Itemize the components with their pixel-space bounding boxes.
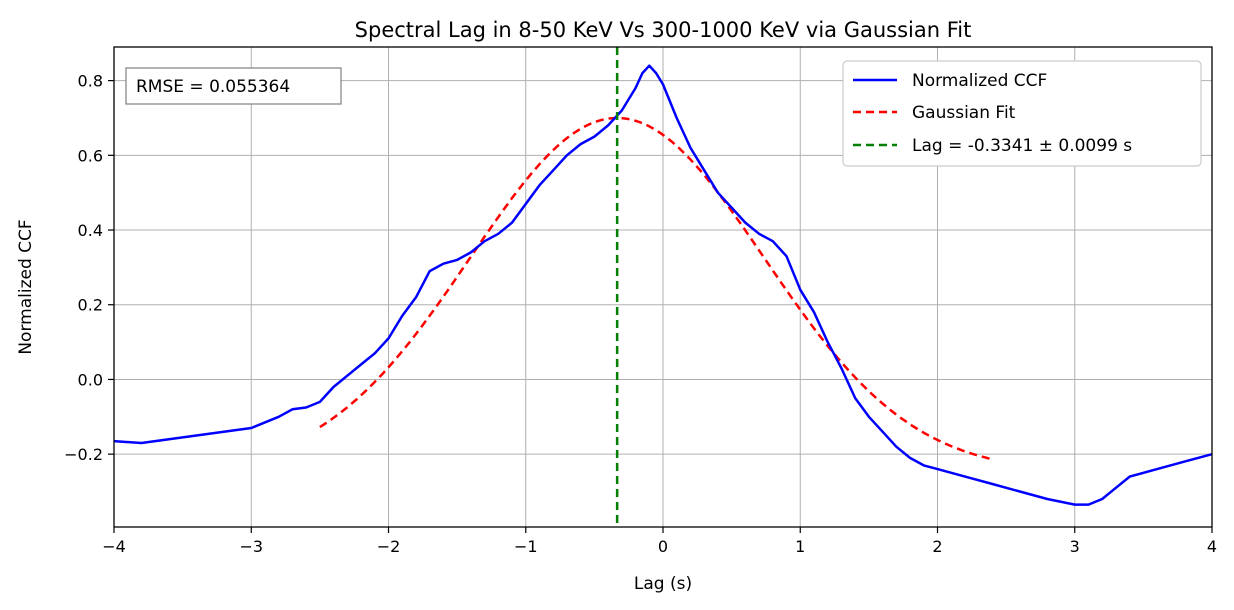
x-tick-label: −2 xyxy=(377,537,401,556)
y-tick-label: 0.6 xyxy=(78,146,103,165)
x-tick-label: −4 xyxy=(102,537,126,556)
legend-label-lag: Lag = -0.3341 ± 0.0099 s xyxy=(912,136,1132,156)
y-tick-label: 0.2 xyxy=(78,296,103,315)
x-tick-label: −3 xyxy=(239,537,263,556)
x-tick-label: 1 xyxy=(795,537,805,556)
rmse-annotation: RMSE = 0.055364 xyxy=(125,67,342,105)
rmse-text: RMSE = 0.055364 xyxy=(136,77,290,97)
y-axis-ticks: −0.2 0.0 0.2 0.4 0.6 0.8 xyxy=(64,72,114,464)
legend-label-ccf: Normalized CCF xyxy=(912,71,1047,91)
y-tick-label: 0.0 xyxy=(78,370,103,389)
x-tick-label: 2 xyxy=(932,537,942,556)
x-tick-label: −1 xyxy=(514,537,538,556)
plot-series xyxy=(113,47,1213,527)
legend-box xyxy=(842,60,1202,167)
legend: Normalized CCF Gaussian Fit Lag = -0.334… xyxy=(842,60,1202,167)
rmse-box xyxy=(125,67,342,105)
plot-frame xyxy=(113,46,1213,528)
chart-title: Spectral Lag in 8-50 KeV Vs 300-1000 KeV… xyxy=(355,18,972,42)
gaussian-fit-line xyxy=(319,116,993,461)
y-tick-label: 0.4 xyxy=(78,221,103,240)
x-tick-label: 0 xyxy=(658,537,668,556)
y-axis-label: Normalized CCF xyxy=(16,219,36,354)
x-axis-ticks: −4 −3 −2 −1 0 1 2 3 4 xyxy=(102,527,1217,556)
x-tick-label: 3 xyxy=(1070,537,1080,556)
x-axis-label: Lag (s) xyxy=(634,574,692,594)
normalized-ccf-line xyxy=(113,64,1213,506)
y-tick-label: −0.2 xyxy=(64,445,103,464)
legend-label-gaussian: Gaussian Fit xyxy=(912,103,1016,123)
x-tick-label: 4 xyxy=(1207,537,1217,556)
y-tick-label: 0.8 xyxy=(78,72,103,91)
